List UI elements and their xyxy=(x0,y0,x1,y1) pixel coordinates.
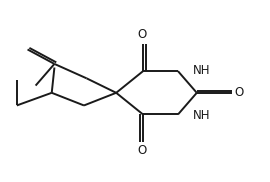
Text: NH: NH xyxy=(193,109,210,122)
Text: O: O xyxy=(137,144,146,157)
Text: NH: NH xyxy=(193,64,210,77)
Text: O: O xyxy=(137,28,146,41)
Text: O: O xyxy=(234,86,244,99)
